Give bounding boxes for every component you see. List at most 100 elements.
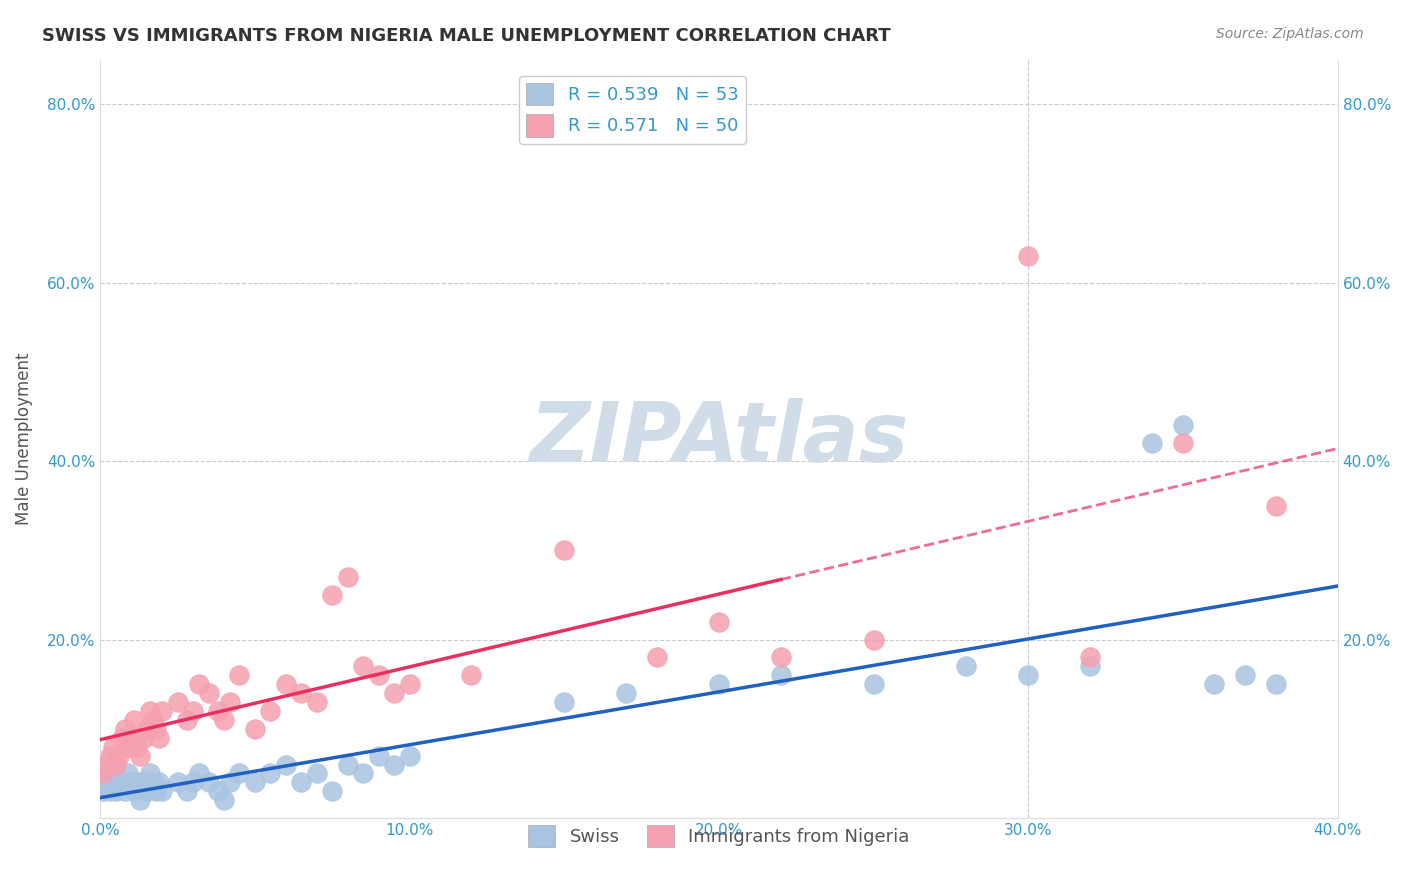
Point (188, 677, 211, 691)
Point (243, 722, 266, 736)
Point (553, 695, 575, 709)
Point (769, 650, 792, 665)
Point (1171, 418, 1194, 433)
Point (207, 704, 229, 718)
Point (862, 677, 884, 691)
Point (93, 784, 115, 798)
Point (98, 748, 121, 763)
Point (1078, 650, 1101, 665)
Point (176, 713, 198, 727)
Point (614, 686, 637, 700)
Point (228, 766, 250, 780)
Point (150, 784, 173, 798)
Point (139, 766, 162, 780)
Point (120, 731, 142, 745)
Point (207, 784, 229, 798)
Point (150, 704, 173, 718)
Legend: Swiss, Immigrants from Nigeria: Swiss, Immigrants from Nigeria (522, 818, 917, 855)
Point (382, 686, 405, 700)
Point (259, 704, 281, 718)
Point (93, 766, 115, 780)
Point (274, 757, 297, 772)
Point (188, 766, 211, 780)
Point (259, 766, 281, 780)
Point (166, 695, 188, 709)
Point (111, 731, 134, 745)
Point (108, 748, 131, 763)
Text: SWISS VS IMMIGRANTS FROM NIGERIA MALE UNEMPLOYMENT CORRELATION CHART: SWISS VS IMMIGRANTS FROM NIGERIA MALE UN… (42, 27, 891, 45)
Point (367, 748, 389, 763)
Point (1202, 677, 1225, 691)
Point (101, 739, 124, 754)
Point (120, 775, 142, 789)
Point (336, 570, 359, 584)
Point (1017, 249, 1039, 263)
Point (181, 775, 204, 789)
Point (114, 784, 136, 798)
Point (148, 731, 170, 745)
Point (166, 775, 188, 789)
Y-axis label: Male Unemployment: Male Unemployment (15, 352, 32, 525)
Point (139, 704, 162, 718)
Point (862, 632, 884, 647)
Point (398, 677, 420, 691)
Point (707, 615, 730, 629)
Point (96, 775, 118, 789)
Point (398, 748, 420, 763)
Point (1233, 668, 1256, 682)
Point (145, 784, 167, 798)
Point (117, 766, 139, 780)
Point (1264, 499, 1286, 513)
Point (219, 695, 242, 709)
Point (1171, 436, 1194, 450)
Point (1264, 677, 1286, 691)
Point (769, 668, 792, 682)
Point (321, 588, 343, 602)
Point (135, 722, 157, 736)
Point (212, 793, 235, 807)
Point (305, 695, 328, 709)
Point (129, 748, 152, 763)
Point (219, 775, 242, 789)
Point (104, 757, 127, 772)
Point (352, 659, 374, 673)
Point (114, 722, 136, 736)
Point (197, 775, 219, 789)
Point (124, 784, 146, 798)
Point (1078, 659, 1101, 673)
Point (148, 775, 170, 789)
Point (127, 775, 149, 789)
Point (321, 784, 343, 798)
Point (1017, 668, 1039, 682)
Point (135, 784, 157, 798)
Point (108, 775, 131, 789)
Point (142, 775, 165, 789)
Point (212, 713, 235, 727)
Text: ZIPAtlas: ZIPAtlas (529, 399, 908, 479)
Point (111, 775, 134, 789)
Text: Source: ZipAtlas.com: Source: ZipAtlas.com (1216, 27, 1364, 41)
Point (96, 757, 118, 772)
Point (305, 766, 328, 780)
Point (1140, 436, 1163, 450)
Point (274, 677, 297, 691)
Point (145, 722, 167, 736)
Point (707, 677, 730, 691)
Point (645, 650, 668, 665)
Point (176, 784, 198, 798)
Point (460, 668, 482, 682)
Point (104, 784, 127, 798)
Point (124, 713, 146, 727)
Point (243, 775, 266, 789)
Point (290, 686, 312, 700)
Point (132, 731, 155, 745)
Point (352, 766, 374, 780)
Point (367, 668, 389, 682)
Point (553, 543, 575, 558)
Point (955, 659, 977, 673)
Point (142, 713, 165, 727)
Point (101, 766, 124, 780)
Point (290, 775, 312, 789)
Point (336, 757, 359, 772)
Point (129, 793, 152, 807)
